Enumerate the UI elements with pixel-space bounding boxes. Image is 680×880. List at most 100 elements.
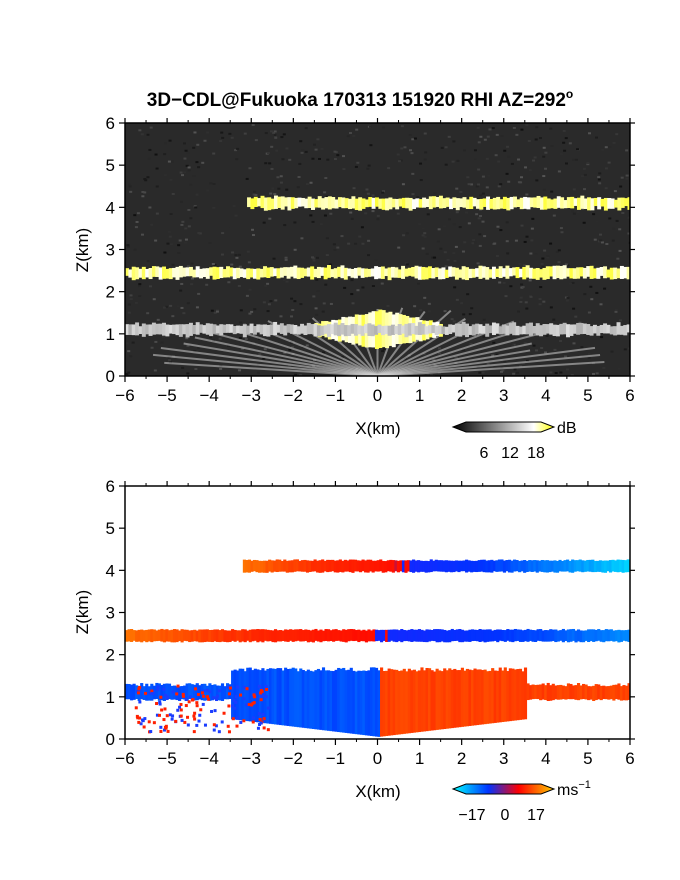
noise-pixel [492, 341, 496, 344]
backscatter-layer-cell [148, 324, 153, 336]
velocity-layer-cell [165, 683, 169, 701]
velocity-layer-cell [377, 670, 381, 737]
velocity-layer-cell [518, 629, 523, 642]
noise-pixel [366, 167, 370, 170]
noise-pixel [319, 223, 323, 226]
backscatter-layer-cell [192, 325, 197, 335]
velocity-layer-cell [357, 629, 361, 643]
noise-pixel [416, 196, 420, 199]
velocity-layer-cell [520, 560, 524, 572]
noise-pixel [273, 130, 277, 133]
backscatter-layer-cell [270, 198, 275, 210]
noise-pixel [219, 367, 223, 370]
backscatter-layer-cell [330, 324, 335, 335]
velocity-layer-cell [573, 560, 577, 572]
backscatter-layer-cell [337, 197, 342, 208]
backscatter-layer-cell [610, 198, 615, 209]
noise-pixel [280, 136, 284, 139]
backscatter-layer-cell [192, 269, 197, 278]
backscatter-layer-cell [576, 322, 581, 335]
velocity-layer-cell [596, 560, 600, 572]
backscatter-layer-cell [283, 325, 288, 336]
velocity-layer-cell [374, 629, 379, 642]
velocity-layer-cell [492, 560, 496, 572]
velocity-layer-cell [571, 559, 575, 573]
noise-pixel [381, 350, 385, 353]
velocity-layer-cell [301, 630, 305, 642]
noise-pixel [171, 160, 175, 163]
near-field-ray [377, 346, 596, 376]
backscatter-layer-cell [582, 323, 587, 334]
noise-pixel [477, 217, 481, 220]
noise-pixel [179, 200, 183, 203]
velocity-layer-cell [337, 630, 341, 641]
backscatter-layer-cell [215, 267, 220, 279]
noise-pixel [505, 240, 509, 243]
velocity-noise-pixel [141, 718, 145, 722]
backscatter-layer-cell [445, 197, 450, 207]
velocity-layer-cell [185, 683, 189, 701]
velocity-layer-cell [467, 560, 471, 572]
velocity-noise-pixel [158, 700, 162, 704]
noise-pixel [499, 183, 503, 186]
backscatter-layer-cell [502, 324, 507, 334]
velocity-layer-cell [566, 629, 570, 643]
velocity-noise-pixel [178, 705, 182, 709]
velocity-layer-cell [397, 671, 401, 735]
noise-pixel [615, 219, 619, 222]
velocity-layer-cell [551, 629, 555, 642]
backscatter-layer-cell [572, 268, 577, 279]
noise-pixel [511, 344, 515, 347]
velocity-layer-cell [576, 560, 580, 572]
noise-pixel [165, 305, 169, 308]
noise-pixel [478, 233, 482, 236]
velocity-layer-cell [612, 630, 616, 642]
velocity-layer-cell [424, 560, 428, 573]
velocity-xtick-label: 1 [415, 749, 424, 768]
noise-pixel [582, 221, 586, 224]
backscatter-layer-cell [525, 265, 530, 278]
noise-pixel [576, 211, 580, 214]
backscatter-layer-cell [502, 196, 507, 209]
velocity-layer-cell [228, 630, 232, 643]
backscatter-layer-cell [481, 266, 486, 278]
noise-pixel [333, 158, 337, 161]
backscatter-layer-cell [562, 265, 567, 279]
noise-pixel [495, 353, 499, 356]
noise-pixel [444, 163, 448, 166]
backscatter-layer-cell [340, 323, 345, 335]
velocity-layer-cell [223, 630, 227, 642]
velocity-layer-cell [253, 629, 257, 641]
noise-pixel [184, 238, 188, 241]
backscatter-layer-cell [539, 269, 544, 278]
velocity-layer-cell [550, 560, 555, 572]
velocity-layer-cell [381, 560, 385, 573]
backscatter-layer-cell [199, 324, 204, 333]
backscatter-layer-cell [552, 324, 557, 337]
noise-pixel [503, 359, 507, 362]
backscatter-layer-cell [407, 267, 412, 276]
velocity-layer-cell [559, 684, 563, 700]
velocity-layer-cell [397, 630, 401, 642]
noise-pixel [314, 267, 318, 270]
backscatter-layer-cell [188, 266, 193, 277]
velocity-layer-cell [364, 630, 368, 643]
backscatter-layer-cell [485, 267, 490, 280]
velocity-noise-pixel [214, 724, 218, 728]
backscatter-layer-cell [277, 196, 282, 208]
backscatter-xtick-label: 6 [625, 386, 634, 405]
velocity-noise-pixel [155, 713, 159, 717]
velocity-layer-cell [336, 560, 340, 573]
noise-pixel [209, 336, 213, 339]
velocity-ytick-label: 6 [106, 477, 115, 496]
noise-pixel [366, 192, 370, 195]
noise-pixel [454, 245, 458, 248]
noise-pixel [326, 158, 330, 161]
backscatter-layer-cell [239, 325, 244, 334]
noise-pixel [586, 162, 590, 165]
noise-pixel [374, 258, 378, 261]
noise-pixel [294, 373, 298, 376]
backscatter-layer-cell [267, 197, 272, 211]
backscatter-layer-cell [195, 266, 200, 278]
backscatter-layer-cell [229, 267, 234, 277]
